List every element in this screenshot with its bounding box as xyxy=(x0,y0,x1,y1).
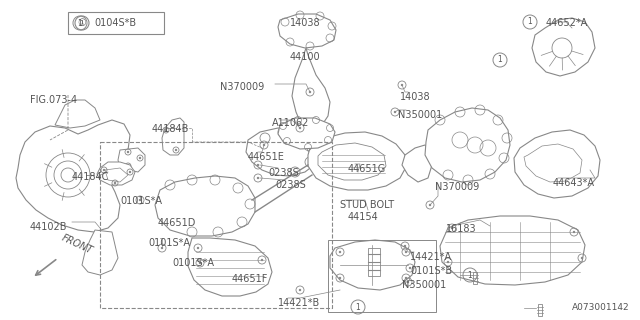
Polygon shape xyxy=(82,230,118,275)
Text: 1: 1 xyxy=(498,55,502,65)
Circle shape xyxy=(339,251,341,253)
Polygon shape xyxy=(330,240,415,290)
Circle shape xyxy=(161,247,163,249)
Circle shape xyxy=(299,127,301,129)
Text: 14421*B: 14421*B xyxy=(278,298,320,308)
Circle shape xyxy=(409,267,412,269)
Polygon shape xyxy=(55,100,100,128)
Circle shape xyxy=(581,257,583,259)
Text: 14421*A: 14421*A xyxy=(410,252,452,262)
Polygon shape xyxy=(425,108,510,182)
Text: 44652*A: 44652*A xyxy=(546,18,588,28)
Circle shape xyxy=(309,91,311,93)
Polygon shape xyxy=(188,238,272,296)
Text: 14038: 14038 xyxy=(290,18,321,28)
Text: 0104S*B: 0104S*B xyxy=(94,18,136,28)
Circle shape xyxy=(114,182,116,184)
Circle shape xyxy=(175,149,177,151)
Polygon shape xyxy=(440,216,585,285)
Text: ①: ① xyxy=(77,18,86,28)
Text: 44102B: 44102B xyxy=(30,222,67,232)
Circle shape xyxy=(263,144,265,146)
Text: 1: 1 xyxy=(77,19,83,28)
Text: 0101S*A: 0101S*A xyxy=(172,258,214,268)
Text: A073001142: A073001142 xyxy=(572,303,630,312)
Polygon shape xyxy=(278,118,335,149)
Circle shape xyxy=(339,277,341,279)
Polygon shape xyxy=(118,148,145,172)
Text: STUD BOLT: STUD BOLT xyxy=(340,200,394,210)
Text: 16183: 16183 xyxy=(446,224,477,234)
Circle shape xyxy=(407,281,409,283)
Text: 44100: 44100 xyxy=(290,52,321,62)
Text: 1: 1 xyxy=(527,18,532,27)
Text: 0238S: 0238S xyxy=(268,168,299,178)
Bar xyxy=(100,142,332,308)
Circle shape xyxy=(197,247,199,249)
Circle shape xyxy=(394,111,396,113)
Circle shape xyxy=(103,169,105,171)
Bar xyxy=(473,272,477,284)
Circle shape xyxy=(404,245,406,247)
Text: N350001: N350001 xyxy=(402,280,446,290)
Bar xyxy=(368,248,380,276)
Polygon shape xyxy=(162,118,184,155)
Circle shape xyxy=(451,227,453,229)
Text: FRONT: FRONT xyxy=(60,233,94,256)
Circle shape xyxy=(299,289,301,291)
Circle shape xyxy=(139,157,141,159)
Circle shape xyxy=(139,199,141,201)
Text: 44154: 44154 xyxy=(348,212,379,222)
Text: 44184C: 44184C xyxy=(72,172,109,182)
Text: 44651D: 44651D xyxy=(158,218,196,228)
Circle shape xyxy=(405,251,407,253)
Circle shape xyxy=(129,171,131,173)
Text: 14038: 14038 xyxy=(400,92,431,102)
Text: 44651G: 44651G xyxy=(348,164,387,174)
Polygon shape xyxy=(155,176,255,236)
Bar xyxy=(328,240,436,312)
Circle shape xyxy=(447,261,449,263)
Polygon shape xyxy=(402,145,432,182)
Text: N350001: N350001 xyxy=(398,110,442,120)
Polygon shape xyxy=(16,120,130,232)
Text: N370009: N370009 xyxy=(435,182,479,192)
Text: 44651E: 44651E xyxy=(248,152,285,162)
Circle shape xyxy=(257,164,259,166)
Bar xyxy=(68,12,164,34)
Bar xyxy=(538,304,542,316)
Text: FIG.073-4: FIG.073-4 xyxy=(30,95,77,105)
Text: 0101S*A: 0101S*A xyxy=(148,238,190,248)
Text: N370009: N370009 xyxy=(220,82,264,92)
Circle shape xyxy=(199,262,201,264)
Circle shape xyxy=(401,84,403,86)
Circle shape xyxy=(261,259,263,261)
Polygon shape xyxy=(278,14,336,48)
Circle shape xyxy=(165,129,167,131)
Polygon shape xyxy=(105,168,128,182)
Polygon shape xyxy=(246,128,318,176)
Text: 0101S*B: 0101S*B xyxy=(410,266,452,276)
Text: 1: 1 xyxy=(356,302,360,311)
Polygon shape xyxy=(524,144,582,182)
Text: 44643*A: 44643*A xyxy=(553,178,595,188)
Circle shape xyxy=(405,277,407,279)
Text: 44184B: 44184B xyxy=(152,124,189,134)
Polygon shape xyxy=(292,48,330,130)
Polygon shape xyxy=(514,130,600,198)
Polygon shape xyxy=(308,132,406,190)
Text: 0101S*A: 0101S*A xyxy=(120,196,162,206)
Text: 44651F: 44651F xyxy=(232,274,268,284)
Circle shape xyxy=(429,204,431,206)
Text: A11062: A11062 xyxy=(272,118,309,128)
Circle shape xyxy=(573,231,575,233)
Text: 1: 1 xyxy=(468,270,472,279)
Circle shape xyxy=(127,165,129,167)
Polygon shape xyxy=(318,143,386,180)
Polygon shape xyxy=(97,162,135,185)
Circle shape xyxy=(127,151,129,153)
Circle shape xyxy=(257,177,259,179)
Polygon shape xyxy=(532,18,595,76)
Text: 0238S: 0238S xyxy=(275,180,306,190)
